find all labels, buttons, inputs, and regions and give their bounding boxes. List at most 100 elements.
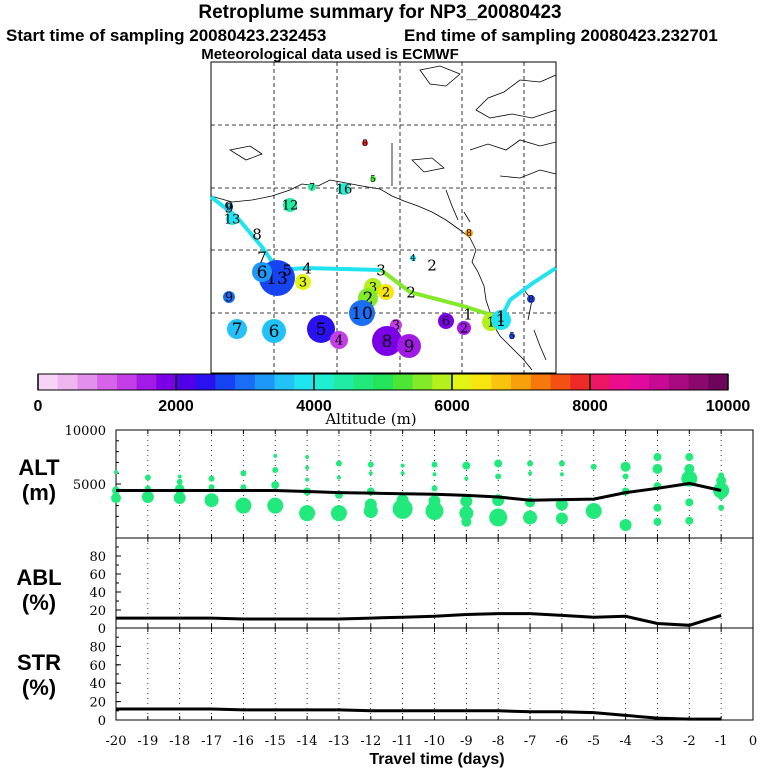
altitude-point <box>305 465 310 470</box>
str-line <box>116 707 722 721</box>
altitude-point <box>400 463 405 468</box>
colorbar-segment <box>373 374 394 390</box>
x-tick-label: -18 <box>169 734 190 749</box>
plume-marker-label: 4 <box>410 254 416 264</box>
colorbar-segment <box>57 374 78 390</box>
plume-line-segment-mid <box>379 268 502 320</box>
x-tick-label: -19 <box>137 734 158 749</box>
colorbar-segment <box>38 374 59 390</box>
altitude-point <box>523 510 538 525</box>
alt-panel-label-1: ALT <box>18 455 60 480</box>
plume-marker-label: 12 <box>282 199 299 214</box>
plume-marker-dot <box>465 229 473 237</box>
y-tick-label: 0 <box>98 714 106 729</box>
colorbar-tick-label: 4000 <box>296 398 332 415</box>
plume-line-segment-west <box>209 195 382 273</box>
colorbar-segment <box>452 374 473 390</box>
colorbar-segment <box>471 374 492 390</box>
str-panel-label-1: STR <box>17 650 61 675</box>
plume-marker-label: 13 <box>224 213 241 228</box>
plume-marker-label: 6 <box>442 315 450 330</box>
plume-marker-label: 9 <box>226 203 232 213</box>
plume-marker-dot <box>491 310 511 330</box>
plume-marker-label: 4 <box>302 259 312 277</box>
altitude-point <box>585 503 602 519</box>
colorbar-segment <box>77 374 98 390</box>
x-tick-label: -5 <box>587 734 600 749</box>
plume-marker-label: 16 <box>336 183 353 198</box>
colorbar-segment <box>235 374 256 390</box>
plume-marker-dot <box>308 183 316 191</box>
plume-marker-label: 7 <box>257 248 267 266</box>
altitude-point <box>685 516 694 525</box>
plume-marker-label: 2 <box>363 289 374 309</box>
plume-marker-label: 9 <box>224 198 234 216</box>
plume-marker-dot <box>330 331 348 349</box>
x-tick-label: -4 <box>619 734 632 749</box>
plume-marker-label: 8 <box>466 229 472 239</box>
colorbar-segment <box>609 374 630 390</box>
y-tick-label: 60 <box>89 568 106 583</box>
colorbar-segment <box>530 374 552 390</box>
altitude-point <box>272 466 279 473</box>
colorbar-segment <box>156 374 177 390</box>
page-title: Retroplume summary for NP3_20080423 <box>198 2 562 23</box>
altitude-point <box>330 505 347 522</box>
altitude-point <box>559 472 564 477</box>
x-tick-label: -14 <box>297 734 318 749</box>
plume-marker-label: 5 <box>509 332 515 342</box>
plume-marker-label: 5 <box>282 261 292 279</box>
altitude-point <box>425 502 444 520</box>
altitude-point <box>652 463 663 474</box>
plume-marker-dot <box>370 176 376 182</box>
colorbar-xlabel: Altitude (m) <box>324 410 416 428</box>
plume-marker-dot <box>252 262 272 282</box>
x-tick-label: -8 <box>492 734 505 749</box>
altitude-point <box>367 461 374 468</box>
y-tick-label: 20 <box>89 604 106 619</box>
y-tick-label: 0 <box>98 622 106 637</box>
x-tick-label: -1 <box>715 734 728 749</box>
y-tick-label: 60 <box>89 659 106 674</box>
colorbar-segment <box>511 374 532 390</box>
altitude-point <box>173 492 186 505</box>
plume-marker-label: 1 <box>496 311 507 331</box>
altitude-point <box>494 459 503 468</box>
altitude-colorbar: 0 2000 4000 6000 8000 10000 <box>34 373 751 415</box>
abl-line <box>116 612 722 627</box>
altitude-point <box>462 461 471 470</box>
plume-marker-dot <box>295 274 311 290</box>
plume-marker-label: 8 <box>252 225 262 243</box>
plume-marker-dot <box>509 333 515 339</box>
plume-marker-dot <box>226 213 238 225</box>
x-tick-label: -10 <box>424 734 445 749</box>
plume-marker-dot <box>227 319 247 339</box>
altitude-point <box>392 498 413 519</box>
altitude-point <box>240 484 247 491</box>
altitude-point <box>335 460 342 467</box>
altitude-point <box>431 461 438 468</box>
colorbar-segment <box>392 374 414 390</box>
x-tick-label: -9 <box>460 734 473 749</box>
plume-marker-label: 3 <box>392 319 400 334</box>
altitude-point <box>558 460 565 467</box>
plume-center-line <box>209 195 558 320</box>
y-tick-label: 20 <box>89 696 106 711</box>
plume-marker-dot <box>262 319 286 343</box>
plume-marker-label: 10 <box>351 304 373 324</box>
colorbar-segment <box>294 374 315 390</box>
plume-marker-label: 5 <box>316 320 327 340</box>
colorbar-tick-label: 10000 <box>706 398 751 415</box>
colorbar-tick-label: 8000 <box>572 398 608 415</box>
colorbar-segment <box>590 374 611 390</box>
plume-marker-dot <box>410 255 416 261</box>
plume-marker-dot <box>223 291 235 303</box>
altitude-point <box>431 485 438 492</box>
plume-marker-dot <box>457 321 471 335</box>
colorbar-segment <box>116 374 138 390</box>
colorbar-tick-label: 2000 <box>158 398 194 415</box>
plume-marker-label: 2 <box>427 256 437 274</box>
altitude-point <box>141 490 154 503</box>
plume-marker-label: 1 <box>463 305 473 323</box>
